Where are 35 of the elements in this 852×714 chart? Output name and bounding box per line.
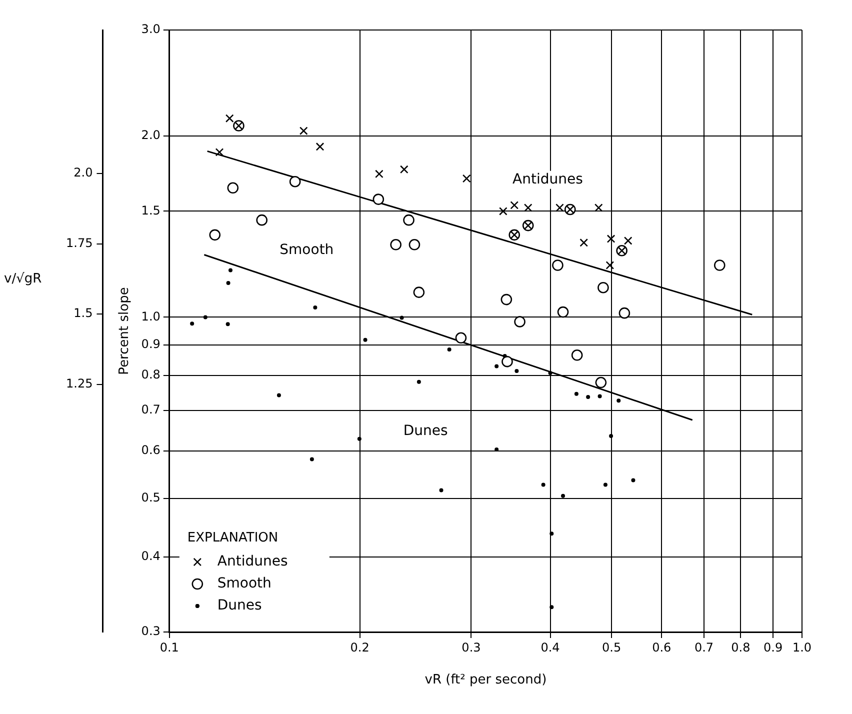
x-tick-label: 0.8 bbox=[731, 640, 750, 654]
y2-tick-label: 1.75 bbox=[66, 236, 93, 250]
y-tick-label: 0.9 bbox=[141, 336, 160, 351]
y-tick-label: 2.0 bbox=[141, 128, 160, 142]
x-tick-label: 0.4 bbox=[540, 640, 560, 654]
x-tick-label: 0.3 bbox=[462, 640, 481, 654]
legend-title: EXPLANATION bbox=[187, 530, 278, 546]
y-tick-label: 0.6 bbox=[141, 442, 160, 457]
y-tick-label: 1.0 bbox=[141, 309, 160, 324]
y-tick-label: 3.0 bbox=[141, 22, 160, 36]
x-tick-label: 1.0 bbox=[792, 640, 812, 654]
y-tick-label: 0.5 bbox=[141, 490, 160, 505]
x-tick-label: 0.2 bbox=[350, 640, 370, 654]
y-tick-label: 0.7 bbox=[141, 402, 160, 417]
y-axis-title: Percent slope bbox=[116, 287, 132, 375]
y-tick-label: 0.8 bbox=[141, 368, 160, 382]
annotation: Smooth bbox=[280, 242, 334, 258]
x-tick-label: 0.6 bbox=[652, 640, 672, 654]
annotation: Dunes bbox=[403, 423, 448, 440]
annotation: Antidunes bbox=[512, 172, 583, 188]
x-axis-title: vR (ft² per second) bbox=[424, 672, 547, 688]
y2-tick-label: 2.0 bbox=[74, 166, 93, 180]
y-tick-label: 1.5 bbox=[141, 203, 160, 218]
legend-label: Smooth bbox=[217, 576, 272, 592]
y2-axis-title: v/√gR bbox=[4, 271, 42, 286]
x-tick-label: 0.1 bbox=[160, 640, 179, 654]
y-tick-label: 0.3 bbox=[141, 624, 160, 638]
y2-tick-label: 1.25 bbox=[66, 376, 93, 391]
legend-label: Dunes bbox=[217, 598, 262, 614]
x-tick-label: 0.7 bbox=[694, 640, 714, 654]
y-tick-label: 0.4 bbox=[141, 548, 160, 563]
legend-label: Antidunes bbox=[217, 554, 288, 570]
x-tick-label: 0.9 bbox=[764, 640, 783, 654]
x-tick-label: 0.5 bbox=[602, 640, 622, 654]
y2-tick-label: 1.5 bbox=[74, 306, 93, 320]
